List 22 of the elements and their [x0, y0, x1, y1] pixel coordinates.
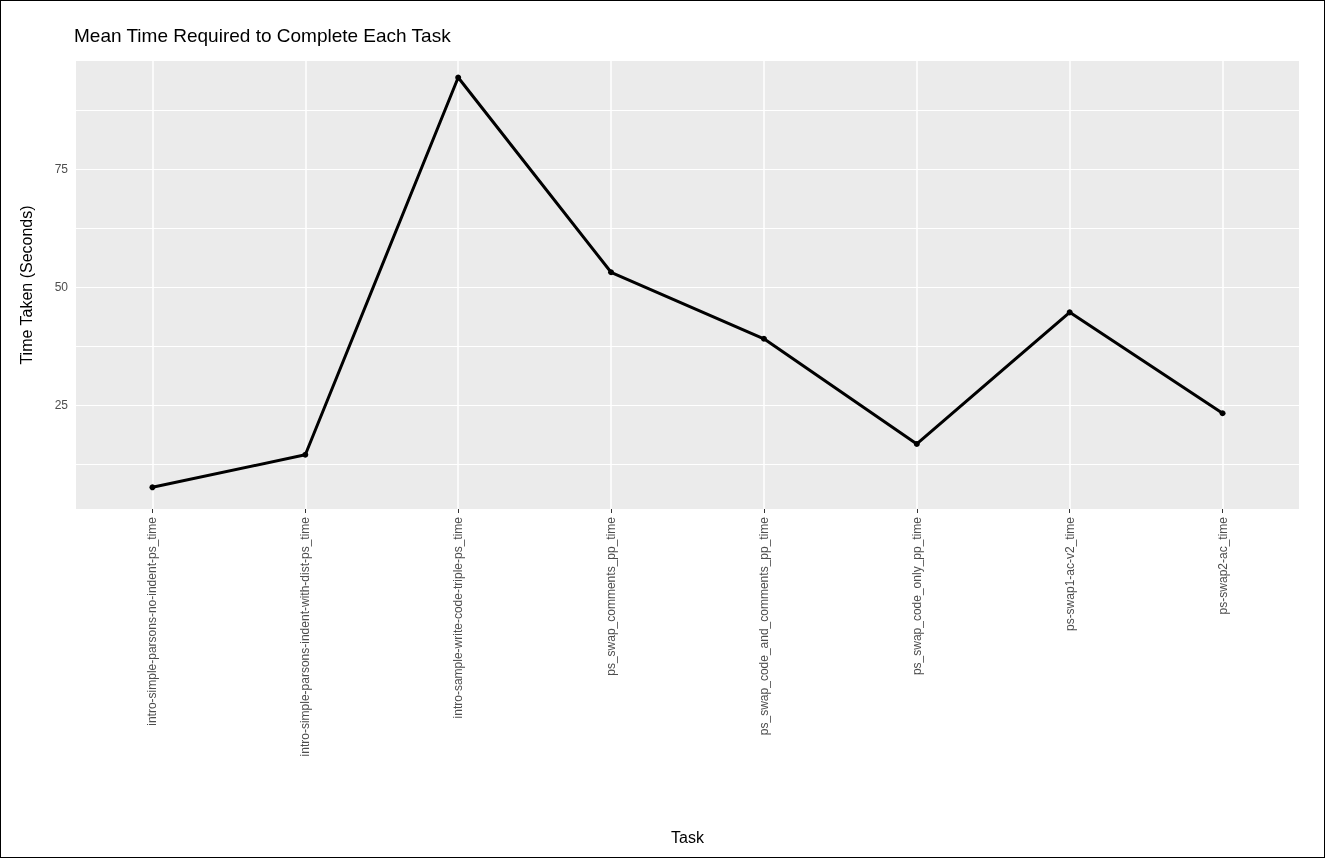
point — [455, 74, 462, 81]
y-axis-title: Time Taken (Seconds) — [17, 205, 35, 365]
y-tick-label: 75 — [54, 162, 69, 177]
y-tick-label: 50 — [54, 280, 69, 295]
x-tick-label: ps_swap_comments_pp_time — [604, 516, 619, 676]
y-tick-label: 25 — [54, 398, 69, 413]
point — [149, 484, 156, 491]
x-tick-label: ps-swap1-ac-v2_time — [1062, 516, 1077, 632]
point — [913, 440, 920, 447]
x-tick-label: ps-swap2-ac_time — [1215, 516, 1230, 615]
x-axis-title: Task — [671, 828, 705, 846]
x-tick-label: intro-simple-parsons-indent-with-dist-ps_time — [298, 516, 313, 757]
x-tick-label: intro-sample-write-code-triple-ps_time — [451, 516, 466, 719]
x-tick-label: ps_swap_code_and_comments_pp_time — [756, 516, 771, 736]
x-tick-label: ps_swap_code_only_pp_time — [909, 516, 924, 676]
point — [302, 451, 309, 458]
point — [760, 335, 767, 342]
point — [1219, 410, 1226, 417]
x-tick-label: intro-simple-parsons-no-indent-ps_time — [145, 516, 160, 726]
point — [1066, 309, 1073, 316]
chart-title: Mean Time Required to Complete Each Task — [74, 25, 452, 46]
point — [608, 269, 615, 276]
